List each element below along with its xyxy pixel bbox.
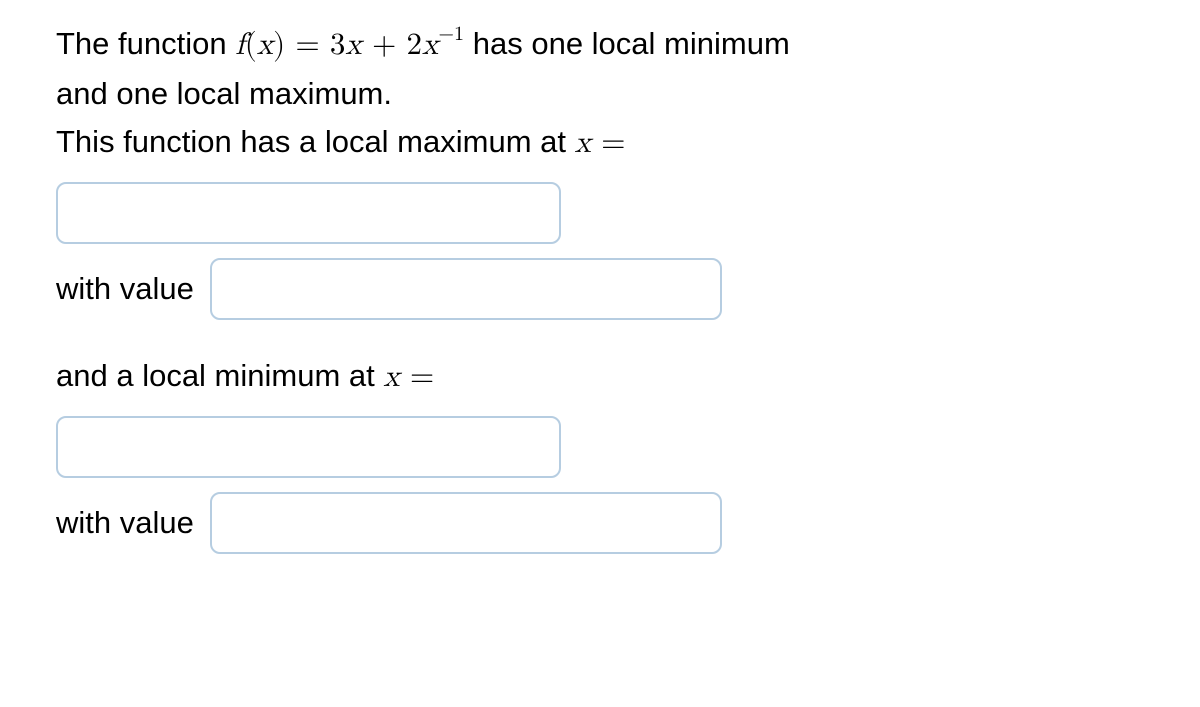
math-expression-paren: ( — [245, 30, 257, 61]
math-var-x: x — [383, 362, 399, 393]
math-expression-rest: ) = 3 — [273, 30, 345, 61]
problem-statement: The function f(x) = 3x + 2x−1 has one lo… — [56, 20, 1144, 168]
local-max-value-input[interactable] — [210, 258, 722, 320]
math-expression-x: x — [257, 30, 273, 61]
math-expression-x3: x — [422, 30, 438, 61]
math-expression-f: f — [235, 30, 245, 61]
text-fragment: and one local maximum. — [56, 76, 392, 111]
with-value-label: with value — [56, 265, 194, 313]
input-row-min-x — [56, 416, 1144, 478]
input-row-max-value: with value — [56, 258, 1144, 320]
text-fragment: and a local minimum at — [56, 358, 383, 393]
text-fragment: The function — [56, 26, 235, 61]
text-fragment: This function has a local maximum at — [56, 124, 575, 159]
math-equals: = — [400, 362, 434, 393]
text-fragment: has one local minimum — [464, 26, 790, 61]
local-min-value-input[interactable] — [210, 492, 722, 554]
input-row-min-value: with value — [56, 492, 1144, 554]
problem-container: The function f(x) = 3x + 2x−1 has one lo… — [0, 0, 1200, 554]
local-max-x-input[interactable] — [56, 182, 561, 244]
local-min-x-input[interactable] — [56, 416, 561, 478]
math-equals: = — [591, 128, 625, 159]
math-expression-x2: x — [345, 30, 361, 61]
math-expression-plus: + 2 — [362, 30, 422, 61]
local-min-prompt: and a local minimum at x = — [56, 352, 1144, 402]
with-value-label: with value — [56, 499, 194, 547]
math-var-x: x — [575, 128, 591, 159]
input-row-max-x — [56, 182, 1144, 244]
math-exponent: −1 — [438, 24, 464, 44]
